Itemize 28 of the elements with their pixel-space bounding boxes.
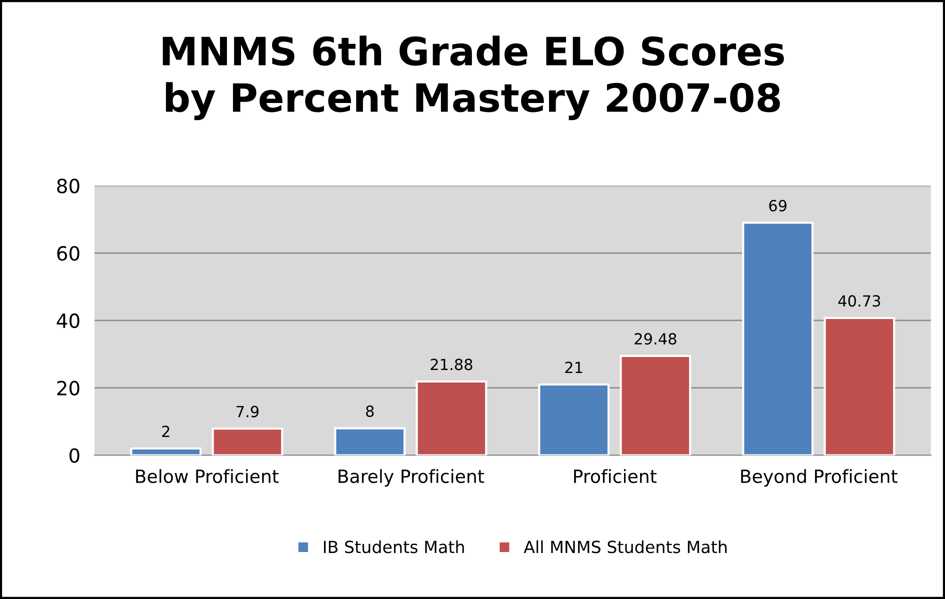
x-tick-label: Proficient (574, 469, 657, 484)
data-label: 69 (769, 200, 786, 212)
data-label: 29.48 (634, 333, 676, 345)
data-label: 21 (565, 362, 582, 373)
data-label: 7.9 (236, 406, 259, 418)
y-tick-label: 0 (70, 448, 80, 463)
chart-title: MNMS 6th Grade ELO Scores by Percent Mastery 2007-08 (162, 36, 784, 120)
bar (620, 354, 692, 456)
data-label: 21.88 (430, 358, 472, 370)
legend-label: All MNMS Students Math (524, 540, 727, 554)
data-label: 8 (366, 405, 374, 417)
x-tick-label: Below Proficient (136, 469, 279, 484)
x-tick-label: Beyond Proficient (741, 469, 898, 487)
bar (538, 383, 610, 456)
x-tick-label: Barely Proficient (338, 469, 484, 487)
y-tick-label: 80 (57, 178, 80, 194)
bar (130, 447, 202, 456)
bar (742, 222, 814, 456)
y-tick-label: 40 (56, 313, 80, 328)
legend-label: IB Students Math (324, 540, 464, 554)
y-tick-label: 20 (57, 380, 80, 396)
data-label: 40.73 (838, 295, 880, 307)
bar (824, 316, 896, 456)
bar (416, 380, 488, 456)
bar (334, 427, 406, 456)
data-label: 2 (162, 426, 170, 437)
bar (212, 428, 284, 456)
y-tick-label: 60 (57, 246, 80, 261)
